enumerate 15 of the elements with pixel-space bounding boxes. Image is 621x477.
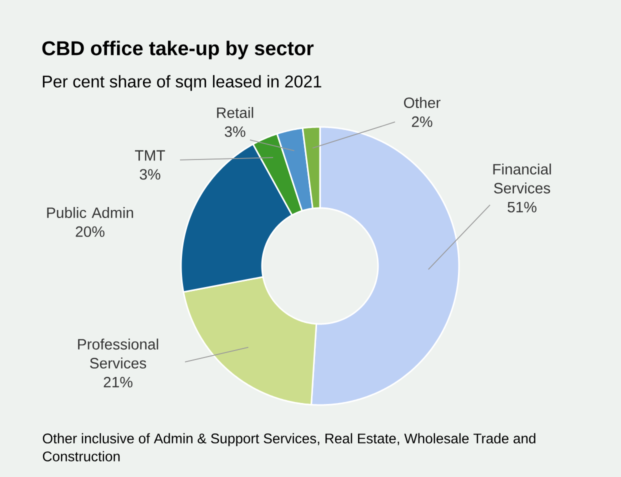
chart-title: CBD office take-up by sector bbox=[42, 40, 314, 60]
data-label: 51% bbox=[508, 202, 536, 212]
data-label: 3% bbox=[140, 169, 160, 180]
slice-label: Financial Services bbox=[493, 164, 551, 194]
text: Other inclusive of Admin & Support Services, Real Estate, Wholesale Trade and Construction bbox=[42, 433, 536, 462]
slice-label: Public Admin bbox=[47, 207, 134, 218]
slice-label: Retail bbox=[217, 107, 254, 118]
slice-label: TMT bbox=[134, 150, 166, 161]
slice-label: Professional Services bbox=[78, 338, 158, 368]
data-label: 3% bbox=[224, 126, 246, 137]
data-label: 2% bbox=[412, 116, 432, 127]
data-label: 21% bbox=[104, 376, 132, 388]
slice-label: Other bbox=[404, 97, 440, 108]
chart-subtitle: Per cent share of sqm leased in 2021 bbox=[42, 75, 322, 91]
data-label: 20% bbox=[76, 226, 104, 237]
